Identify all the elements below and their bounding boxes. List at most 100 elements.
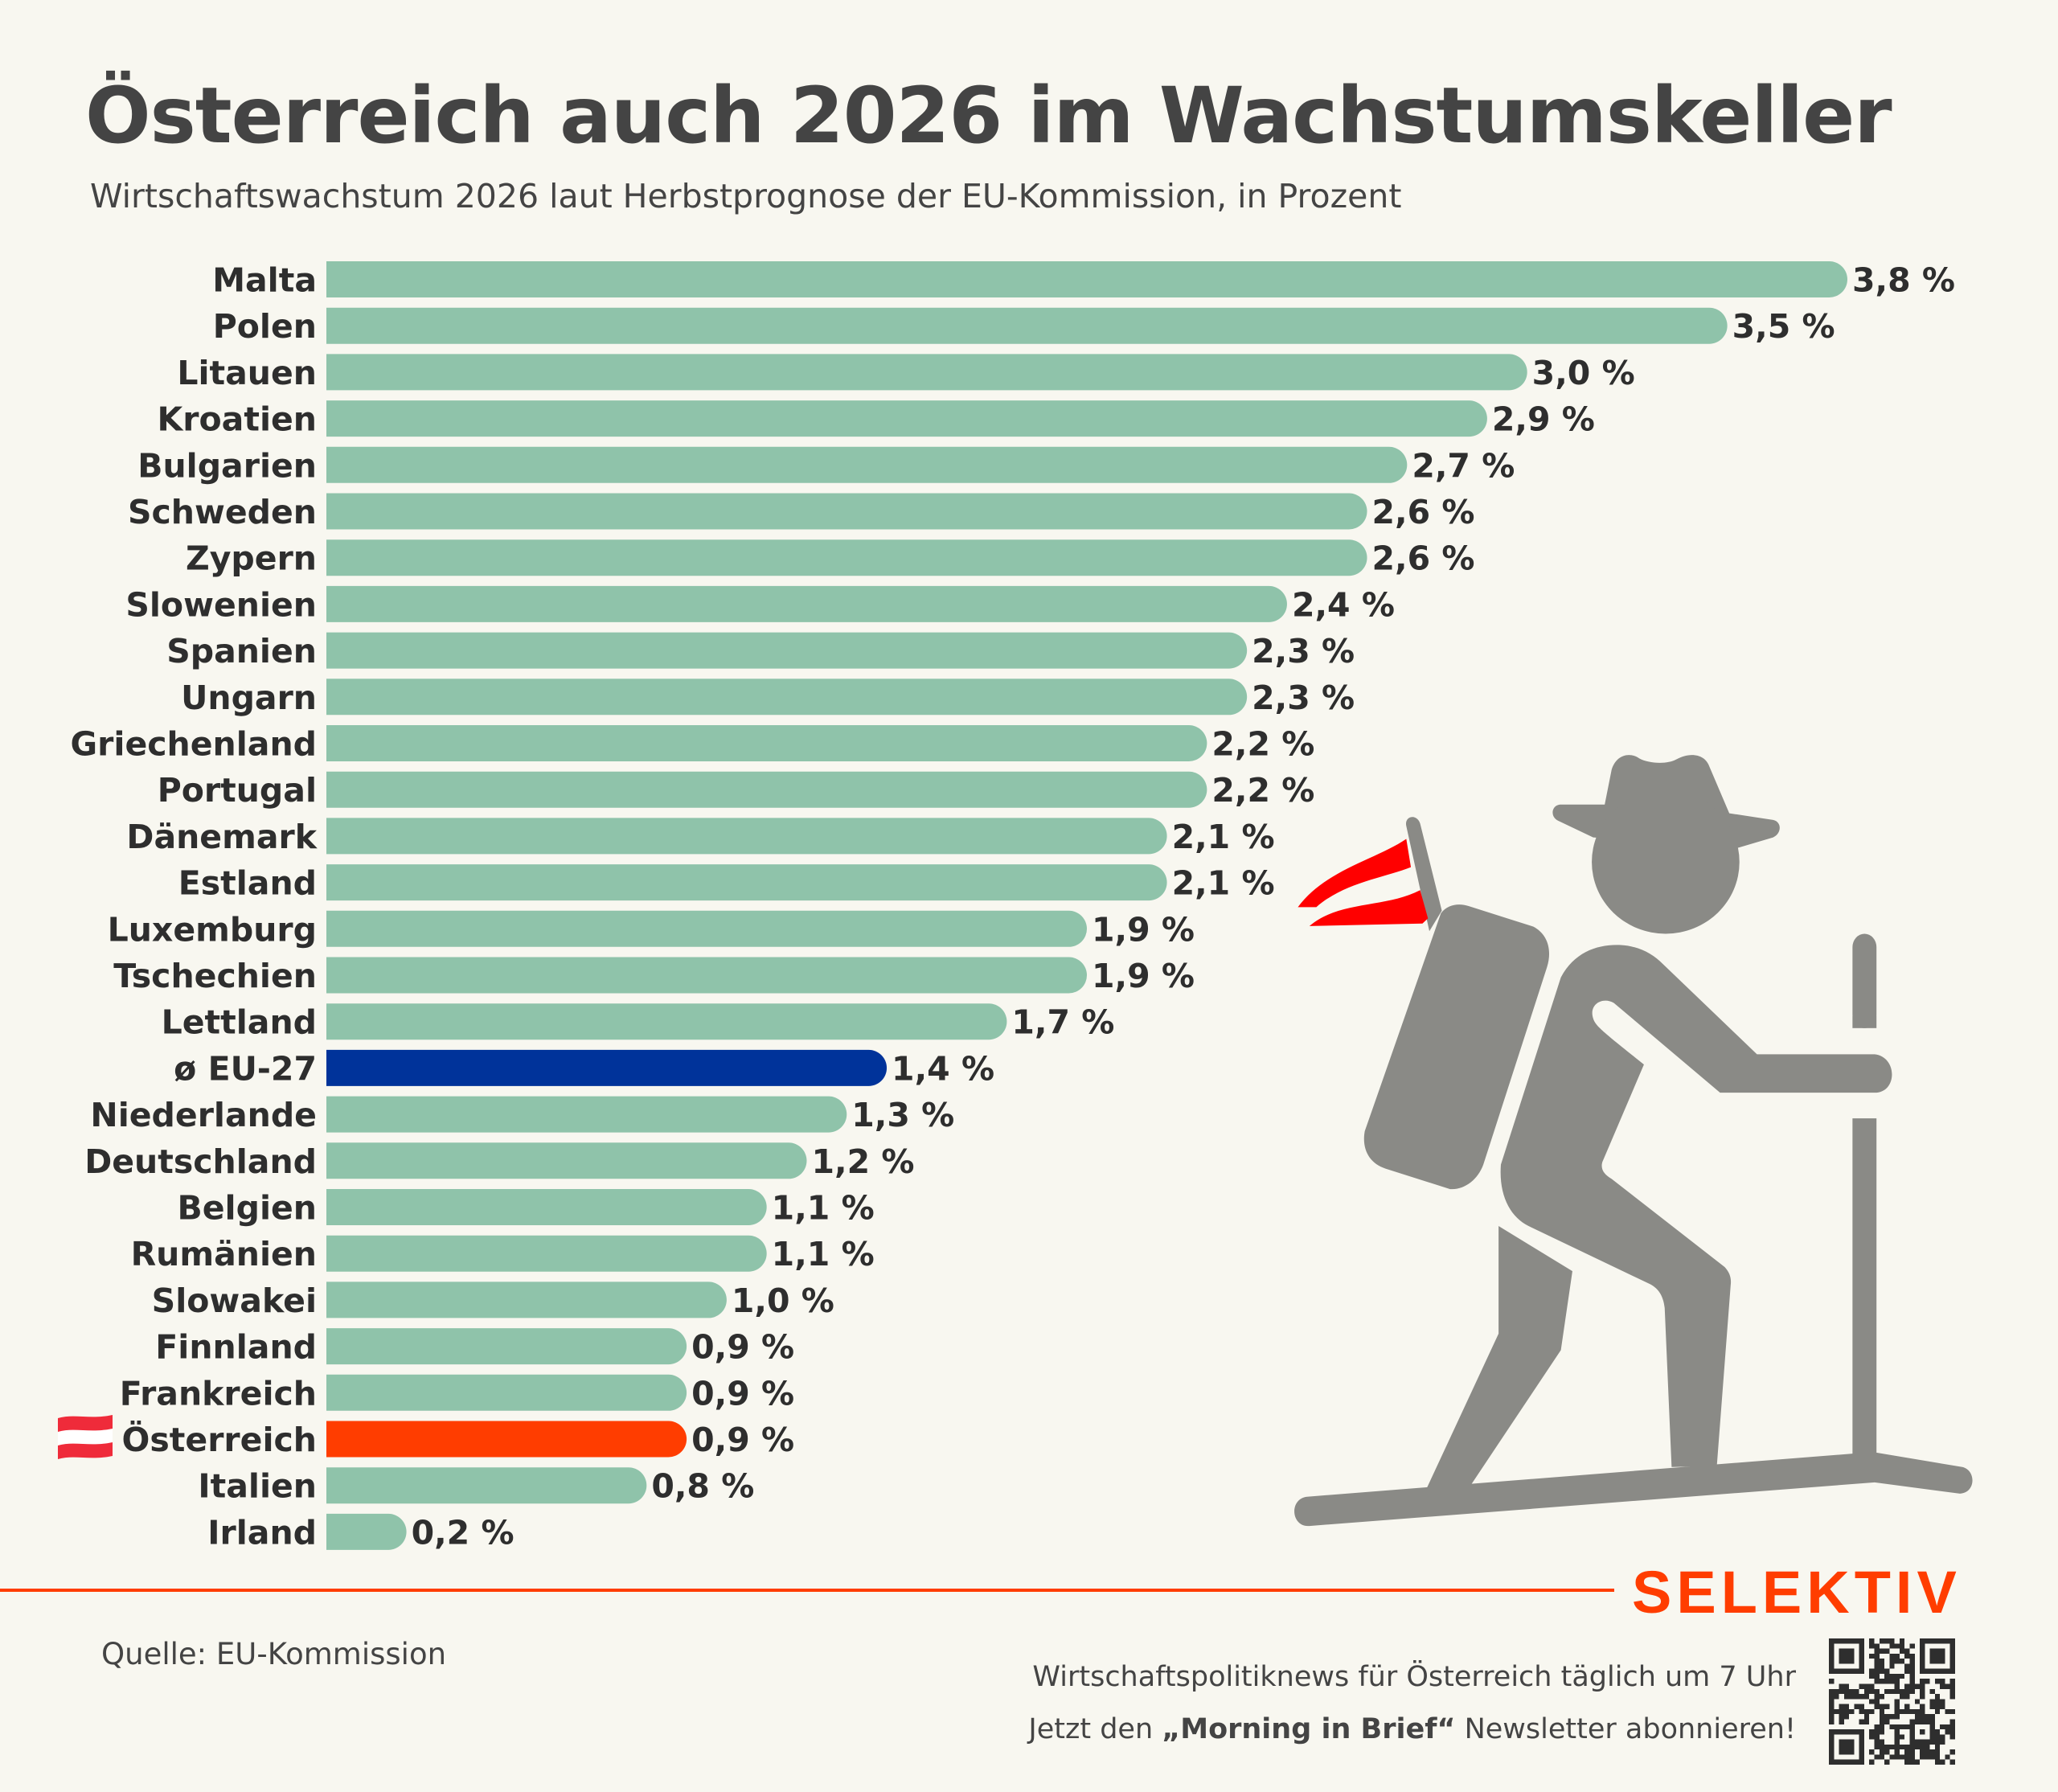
page-subtitle: Wirtschaftswachstum 2026 laut Herbstprog…	[90, 177, 1402, 215]
ground-icon	[1294, 1452, 1973, 1527]
qr-module	[1904, 1663, 1910, 1669]
qr-module	[1934, 1694, 1941, 1700]
qr-module	[1874, 1673, 1880, 1679]
qr-module	[1914, 1744, 1921, 1750]
qr-module	[1925, 1679, 1930, 1684]
category-label: Österreich	[122, 1421, 317, 1459]
qr-module	[1909, 1643, 1915, 1649]
qr-module	[1863, 1688, 1870, 1695]
qr-module	[1874, 1744, 1880, 1750]
qr-module	[1949, 1688, 1955, 1695]
bar-17	[326, 1049, 888, 1086]
category-label: Luxemburg	[108, 910, 317, 949]
value-label: 1,9 %	[1092, 910, 1195, 949]
value-label: 1,2 %	[811, 1142, 914, 1181]
qr-module	[1889, 1659, 1895, 1664]
value-label: 1,1 %	[772, 1235, 875, 1273]
bar-6	[326, 539, 1367, 576]
qr-module	[1894, 1729, 1900, 1735]
qr-module	[1889, 1688, 1895, 1695]
bar-9	[326, 679, 1248, 716]
qr-module	[1829, 1714, 1835, 1720]
qr-module	[1894, 1734, 1900, 1740]
qr-module	[1894, 1714, 1900, 1720]
value-label: 1,0 %	[732, 1281, 834, 1320]
qr-module	[1894, 1724, 1900, 1730]
qr-module	[1884, 1759, 1890, 1765]
qr-code[interactable]	[1829, 1638, 1955, 1765]
bar-20	[326, 1189, 767, 1225]
qr-module	[1904, 1704, 1910, 1709]
qr-module	[1879, 1638, 1885, 1644]
qr-module	[1854, 1694, 1859, 1700]
hiker-illustration	[1294, 755, 1973, 1527]
qr-module	[1869, 1643, 1875, 1649]
qr-module	[1934, 1754, 1941, 1760]
value-label: 0,9 %	[691, 1421, 794, 1459]
qr-module	[1879, 1668, 1885, 1674]
qr-module	[1940, 1739, 1945, 1745]
qr-module	[1949, 1683, 1955, 1689]
category-label: Niederlande	[90, 1096, 317, 1134]
qr-module	[1949, 1724, 1955, 1730]
qr-module	[1920, 1694, 1925, 1700]
qr-module	[1894, 1688, 1900, 1695]
qr-module	[1934, 1708, 1941, 1715]
category-label: Dänemark	[126, 818, 318, 856]
qr-module	[1914, 1714, 1921, 1720]
qr-module	[1904, 1708, 1910, 1715]
category-label: Kroatien	[158, 400, 317, 439]
brand-logo[interactable]: SELEKTIV	[1632, 1559, 1962, 1626]
qr-module	[1920, 1708, 1925, 1715]
value-label: 0,9 %	[691, 1374, 794, 1413]
qr-module	[1940, 1759, 1945, 1765]
qr-module	[1879, 1714, 1885, 1720]
qr-module	[1849, 1688, 1855, 1695]
qr-module	[1894, 1659, 1900, 1664]
qr-module	[1889, 1754, 1895, 1760]
qr-module	[1879, 1729, 1885, 1735]
qr-module	[1934, 1734, 1941, 1740]
qr-module	[1894, 1708, 1900, 1715]
qr-module	[1894, 1699, 1900, 1704]
qr-module	[1949, 1679, 1955, 1684]
qr-module	[1829, 1679, 1835, 1684]
qr-module	[1929, 1754, 1935, 1760]
category-label: Malta	[212, 261, 317, 300]
qr-module	[1869, 1699, 1875, 1704]
qr-module	[1945, 1708, 1950, 1715]
qr-module	[1839, 1683, 1844, 1689]
bar-27	[326, 1513, 407, 1550]
qr-module	[1879, 1719, 1885, 1724]
qr-module	[1940, 1679, 1945, 1684]
bar-18	[326, 1096, 847, 1133]
qr-module	[1940, 1683, 1945, 1689]
qr-module	[1899, 1694, 1905, 1700]
newsletter-name[interactable]: „Morning in Brief“	[1162, 1713, 1456, 1745]
category-label: Lettland	[162, 1003, 317, 1042]
qr-module	[1940, 1699, 1945, 1704]
value-label: 2,2 %	[1211, 725, 1314, 764]
qr-module	[1909, 1683, 1915, 1689]
promo-line-2[interactable]: Jetzt den „Morning in Brief“ Newsletter …	[1028, 1713, 1796, 1745]
qr-module	[1869, 1688, 1875, 1695]
qr-module	[1874, 1643, 1880, 1649]
qr-module	[1884, 1673, 1890, 1679]
qr-module	[1929, 1749, 1935, 1755]
bar-10	[326, 725, 1207, 761]
backpack-icon	[1363, 904, 1550, 1190]
qr-module	[1869, 1734, 1875, 1740]
qr-module	[1899, 1744, 1905, 1750]
value-label: 0,9 %	[691, 1328, 794, 1367]
austria-flag-waving-icon	[1298, 839, 1429, 926]
qr-module	[1859, 1708, 1864, 1715]
qr-module	[1874, 1653, 1880, 1659]
category-label: Ungarn	[181, 679, 317, 717]
category-label: ø EU-27	[174, 1049, 317, 1088]
value-label: 3,5 %	[1732, 307, 1835, 346]
qr-module	[1859, 1683, 1864, 1689]
value-label: 1,1 %	[772, 1189, 875, 1228]
qr-module	[1899, 1643, 1905, 1649]
value-label: 2,9 %	[1492, 400, 1595, 439]
qr-module	[1940, 1704, 1945, 1709]
